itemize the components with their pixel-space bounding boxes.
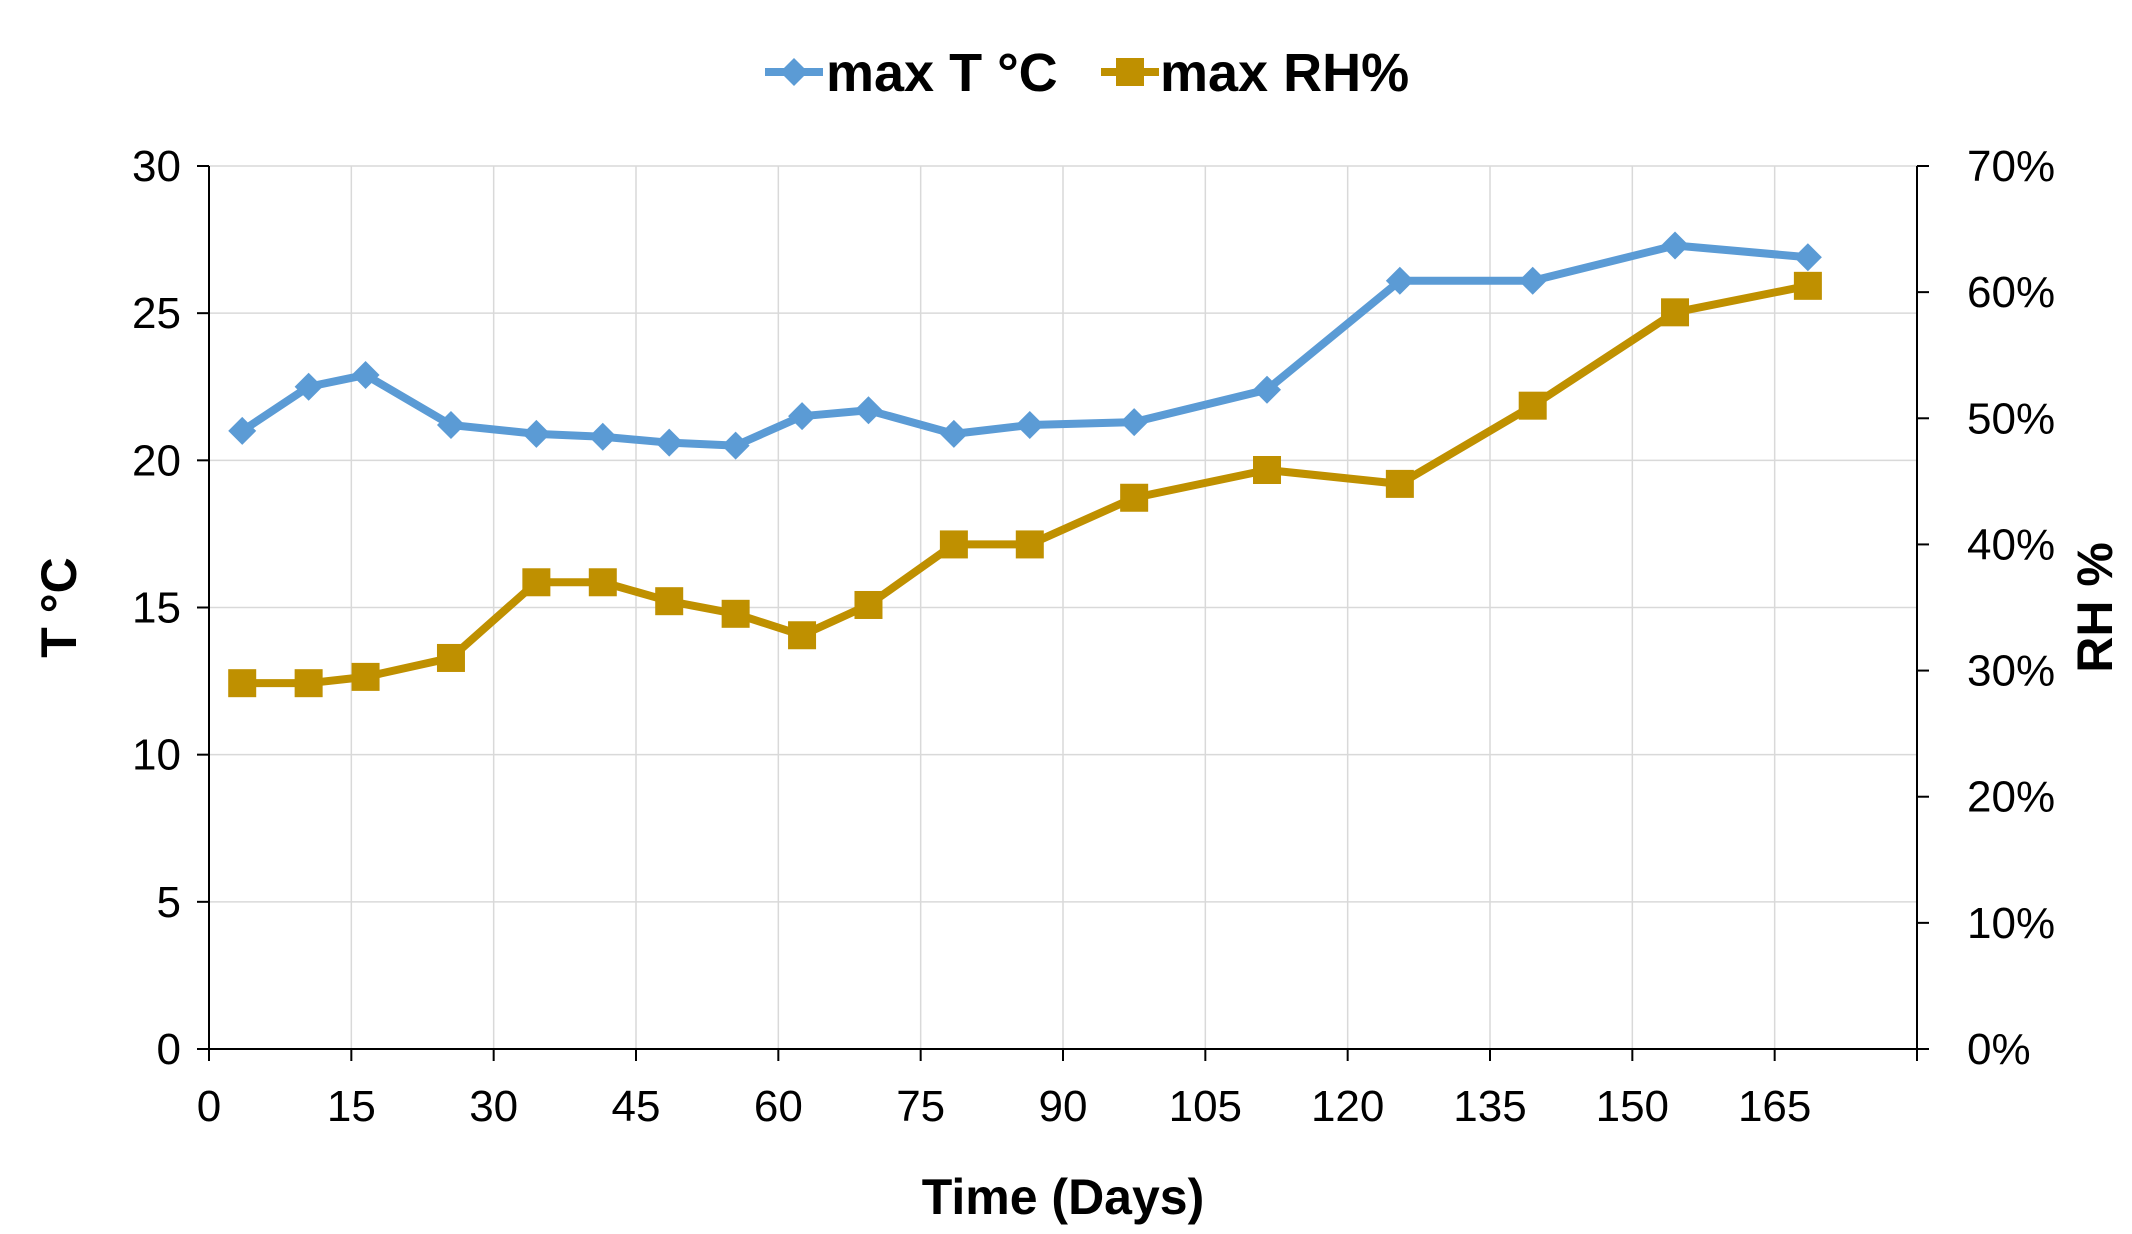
data-point-diamond: [854, 396, 883, 425]
data-point-diamond: [228, 416, 257, 445]
data-point-diamond: [436, 411, 465, 440]
data-point-diamond: [294, 372, 323, 401]
data-point-diamond: [1518, 266, 1547, 295]
series-line: [238, 241, 1812, 450]
data-point-square: [436, 643, 465, 672]
x-tick-label: 105: [1169, 1082, 1242, 1131]
data-point-diamond: [1385, 266, 1414, 295]
data-point-square: [588, 568, 617, 597]
data-point-square: [1518, 391, 1547, 420]
gridlines: [209, 165, 1917, 1049]
legend-marker-diamond: [780, 58, 808, 86]
y-tick-label-left: 10: [132, 731, 181, 780]
x-tick-label: 0: [197, 1082, 221, 1131]
data-point-square: [721, 599, 750, 628]
y-tick-label-left: 15: [132, 584, 181, 633]
y-tick-label-right: 40%: [1967, 520, 2055, 569]
y-tick-label-right: 0%: [1967, 1025, 2031, 1074]
y-tick-label-left: 25: [132, 289, 181, 338]
axes: 0 15 30 45 60 75 90 105 120 135 150 165 0 5 10 15 20 25 30…: [132, 142, 2055, 1131]
data-point-square: [1385, 469, 1414, 498]
data-point-square: [522, 568, 551, 597]
y-tick-label-right: 60%: [1967, 268, 2055, 317]
series-2: [228, 271, 1822, 698]
data-point-square: [1120, 483, 1149, 512]
data-point-square: [788, 621, 817, 650]
series-line: [238, 281, 1812, 688]
data-point-diamond: [1793, 243, 1822, 272]
x-tick-label: 135: [1453, 1082, 1526, 1131]
y-axis-title-left: T °C: [31, 557, 87, 658]
legend-label: max RH%: [1160, 43, 1409, 103]
y-tick-label-right: 30%: [1967, 647, 2055, 696]
data-point-square: [655, 587, 684, 616]
data-point-square: [1661, 298, 1690, 327]
y-tick-label-right: 20%: [1967, 773, 2055, 822]
data-point-diamond: [721, 431, 750, 460]
y-axis-title-right: RH %: [2067, 542, 2123, 673]
data-point-diamond: [788, 402, 817, 431]
x-tick-label: 45: [612, 1082, 661, 1131]
legend-label: max T °C: [826, 43, 1058, 103]
data-point-diamond: [522, 419, 551, 448]
data-point-square: [351, 662, 380, 691]
y-tick-label-right: 50%: [1967, 394, 2055, 443]
x-tick-label: 90: [1039, 1082, 1088, 1131]
data-point-square: [294, 669, 323, 698]
data-point-diamond: [588, 422, 617, 451]
data-point-square: [854, 590, 883, 619]
x-tick-label: 120: [1311, 1082, 1384, 1131]
y-tick-label-left: 0: [157, 1025, 181, 1074]
y-tick-label-left: 5: [157, 878, 181, 927]
x-tick-label: 165: [1738, 1082, 1811, 1131]
x-tick-label: 150: [1596, 1082, 1669, 1131]
y-tick-label-left: 20: [132, 436, 181, 485]
data-point-diamond: [655, 428, 684, 457]
legend-entry-1: max T °C: [765, 43, 1058, 103]
legend-entry-2: max RH%: [1101, 43, 1409, 103]
data-point-square: [1015, 530, 1044, 559]
data-point-diamond: [351, 360, 380, 389]
x-tick-label: 15: [327, 1082, 376, 1131]
series-1: [228, 231, 1822, 460]
y-tick-label-right: 10%: [1967, 899, 2055, 948]
data-point-square: [228, 669, 257, 698]
legend: max T °C max RH%: [765, 43, 1409, 103]
y-tick-label-right: 70%: [1967, 142, 2055, 191]
x-tick-label: 60: [754, 1082, 803, 1131]
legend-marker-square: [1116, 58, 1144, 86]
data-point-diamond: [1120, 408, 1149, 437]
data-point-square: [939, 530, 968, 559]
data-point-diamond: [939, 419, 968, 448]
data-point-diamond: [1015, 411, 1044, 440]
x-tick-label: 75: [896, 1082, 945, 1131]
y-tick-label-left: 30: [132, 142, 181, 191]
data-point-square: [1253, 456, 1282, 485]
x-tick-label: 30: [469, 1082, 518, 1131]
data-point-diamond: [1661, 231, 1690, 260]
data-point-square: [1793, 271, 1822, 300]
x-axis-title: Time (Days): [922, 1169, 1205, 1225]
data-point-diamond: [1253, 375, 1282, 404]
series-plot: [228, 231, 1822, 698]
